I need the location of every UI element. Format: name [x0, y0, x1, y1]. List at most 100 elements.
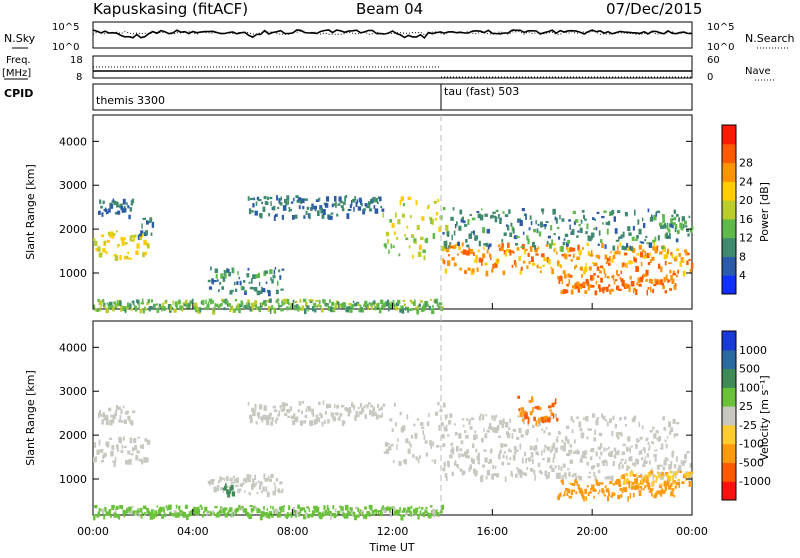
- range-gate-cell: [645, 235, 648, 239]
- range-gate-cell: [652, 474, 655, 480]
- range-gate-cell: [107, 211, 109, 214]
- noise-sky-label: N.Sky: [4, 32, 36, 45]
- range-gate-cell: [282, 507, 285, 513]
- range-gate-cell: [146, 508, 150, 514]
- range-gate-cell: [632, 225, 635, 231]
- range-gate-cell: [525, 213, 527, 220]
- range-gate-cell: [560, 290, 564, 295]
- range-gate-cell: [627, 466, 631, 469]
- range-gate-cell: [137, 436, 140, 439]
- range-gate-cell: [228, 272, 232, 277]
- range-gate-cell: [428, 513, 432, 519]
- range-gate-cell: [114, 211, 118, 215]
- range-gate-cell: [479, 214, 484, 221]
- range-gate-cell: [559, 472, 561, 479]
- range-gate-cell: [309, 213, 311, 220]
- colorbar-tick-label: -500: [739, 456, 764, 469]
- range-gate-cell: [629, 275, 632, 280]
- range-gate-cell: [642, 480, 645, 486]
- range-gate-cell: [504, 214, 509, 217]
- range-gate-cell: [634, 209, 636, 216]
- range-gate-cell: [214, 488, 217, 493]
- range-gate-cell: [229, 290, 233, 295]
- range-gate-cell: [496, 209, 499, 212]
- range-gate-cell: [272, 490, 276, 496]
- range-gate-cell: [321, 308, 324, 313]
- range-gate-cell: [535, 220, 537, 225]
- range-gate-cell: [306, 305, 310, 310]
- velocity-cells: [93, 395, 694, 521]
- range-gate-cell: [688, 481, 692, 487]
- range-gate-cell: [609, 289, 612, 295]
- range-gate-cell: [664, 234, 667, 239]
- range-gate-cell: [561, 280, 564, 285]
- range-gate-cell: [661, 282, 664, 286]
- range-gate-cell: [150, 232, 153, 236]
- range-gate-cell: [539, 407, 542, 411]
- range-gate-cell: [642, 274, 644, 280]
- range-gate-cell: [144, 306, 146, 311]
- noise-left-tick-top: 10^5: [52, 22, 79, 33]
- range-gate-cell: [205, 299, 207, 304]
- range-gate-cell: [123, 205, 126, 209]
- range-gate-cell: [496, 425, 500, 431]
- range-gate-cell: [389, 418, 393, 422]
- range-gate-cell: [631, 470, 634, 477]
- range-gate-cell: [650, 470, 653, 475]
- range-gate-cell: [340, 506, 344, 511]
- range-gate-cell: [93, 304, 96, 309]
- range-gate-cell: [245, 305, 248, 310]
- range-gate-cell: [439, 302, 443, 306]
- range-gate-cell: [584, 488, 587, 495]
- range-gate-cell: [575, 264, 578, 268]
- range-gate-cell: [673, 216, 677, 220]
- range-gate-cell: [603, 210, 607, 213]
- range-gate-cell: [500, 449, 502, 453]
- range-gate-cell: [99, 409, 102, 416]
- range-gate-cell: [270, 421, 273, 426]
- range-gate-cell: [251, 306, 254, 312]
- range-gate-cell: [117, 449, 119, 452]
- range-gate-cell: [639, 436, 643, 440]
- range-gate-cell: [536, 264, 539, 269]
- range-gate-cell: [302, 400, 305, 404]
- range-gate-cell: [113, 512, 117, 518]
- range-gate-cell: [404, 459, 407, 465]
- range-gate-cell: [669, 233, 671, 239]
- range-gate-cell: [648, 445, 651, 450]
- range-gate-cell: [297, 409, 300, 413]
- range-gate-cell: [602, 489, 605, 494]
- range-gate-cell: [604, 254, 608, 260]
- range-gate-cell: [357, 406, 360, 410]
- range-gate-cell: [387, 443, 390, 446]
- range-gate-cell: [98, 210, 101, 215]
- range-gate-cell: [554, 465, 557, 469]
- range-gate-cell: [617, 450, 620, 456]
- range-gate-cell: [649, 217, 654, 222]
- range-gate-cell: [343, 201, 346, 205]
- range-gate-cell: [124, 308, 127, 314]
- range-gate-cell: [655, 491, 658, 497]
- range-gate-cell: [93, 456, 96, 463]
- range-gate-cell: [586, 242, 589, 246]
- range-gate-cell: [148, 306, 151, 312]
- range-gate-cell: [246, 302, 249, 308]
- range-gate-cell: [412, 508, 416, 514]
- range-gate-cell: [527, 252, 530, 257]
- range-gate-cell: [98, 507, 101, 513]
- range-gate-cell: [484, 262, 488, 266]
- range-gate-cell: [368, 302, 371, 305]
- range-gate-cell: [333, 308, 335, 311]
- range-gate-cell: [596, 275, 600, 278]
- range-gate-cell: [607, 220, 611, 226]
- range-gate-cell: [583, 281, 585, 286]
- range-gate-cell: [265, 512, 269, 518]
- range-gate-cell: [530, 469, 533, 472]
- range-gate-cell: [481, 260, 483, 266]
- range-gate-cell: [265, 281, 268, 284]
- range-gate-cell: [431, 459, 434, 462]
- range-gate-cell: [173, 308, 177, 313]
- range-gate-cell: [363, 514, 366, 519]
- range-gate-cell: [339, 200, 343, 204]
- range-gate-cell: [663, 277, 666, 283]
